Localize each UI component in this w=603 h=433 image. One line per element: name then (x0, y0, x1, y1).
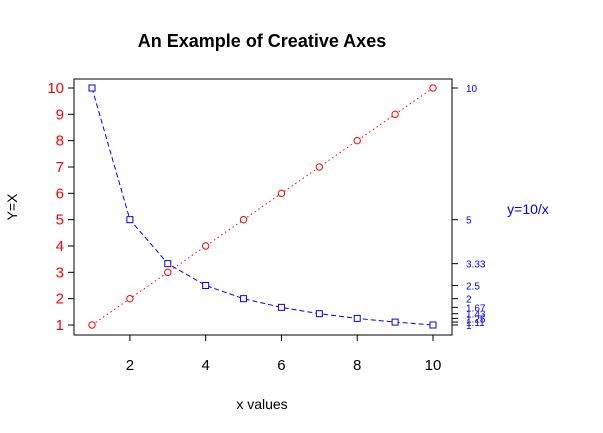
series-2-line (91, 87, 434, 326)
series-2-point (202, 282, 210, 289)
x-axis-label: x values (236, 396, 287, 412)
series-2-point (429, 321, 437, 329)
right-tick-label: 1 (466, 321, 472, 332)
series-1-line (91, 87, 434, 326)
series-1-point (391, 110, 399, 119)
x-tick-label: 2 (126, 357, 134, 374)
right-tick-label: 2 (466, 295, 472, 306)
x-tick-label: 4 (201, 357, 209, 374)
series-1-point (239, 215, 248, 224)
series-1-point (277, 189, 286, 198)
series-1-point (353, 136, 361, 145)
right-axis-label: y=10/x (507, 201, 549, 217)
x-tick-label: 6 (277, 357, 285, 374)
series-1-point (315, 163, 324, 171)
series-2-point (164, 260, 172, 268)
series-1-point (164, 268, 172, 277)
series-2-point (88, 84, 96, 92)
series-1-point (88, 321, 96, 329)
series-2-point (315, 310, 323, 318)
x-tick-label: 8 (353, 357, 361, 374)
y-axis-label: Y=X (4, 193, 20, 221)
left-tick-label: 8 (56, 133, 64, 150)
left-tick-label: 2 (56, 291, 64, 308)
right-tick-label: 3.33 (466, 260, 486, 271)
series-1-point (429, 84, 437, 92)
left-y-axis: 1 2 3 4 5 6 7 8 9 10 (47, 80, 74, 334)
left-tick-label: 10 (47, 80, 64, 97)
left-tick-label: 6 (56, 185, 64, 202)
right-tick-label: 2.5 (466, 282, 480, 293)
series-2-point (391, 318, 399, 326)
right-tick-label: 1.11 (466, 318, 485, 329)
right-tick-label: 10 (466, 84, 478, 95)
left-tick-label: 3 (56, 264, 64, 281)
chart-title: An Example of Creative Axes (138, 31, 386, 51)
left-tick-label: 4 (56, 238, 64, 255)
series-2-point (126, 216, 134, 224)
series-group (88, 84, 437, 329)
left-tick-label: 1 (56, 317, 64, 334)
right-tick-label: 1.67 (466, 303, 486, 314)
series-1-point (126, 294, 134, 303)
left-tick-label: 7 (56, 159, 64, 176)
series-2-point (277, 303, 285, 311)
x-axis: 2 4 6 8 10 (126, 335, 442, 374)
left-tick-label: 9 (56, 106, 64, 123)
right-tick-label: 5 (466, 216, 472, 227)
plot-frame (73, 78, 453, 336)
series-2-point (353, 314, 361, 322)
right-tick-label: 1.25 (466, 314, 486, 325)
right-y-axis: 10 5 3.33 2.5 21.671.431.251.111 (452, 84, 486, 332)
right-tick-label: 1.43 (466, 310, 486, 321)
x-tick-label: 10 (425, 357, 442, 374)
series-2-point (240, 295, 248, 303)
left-tick-label: 5 (56, 212, 64, 229)
series-1-point (201, 242, 210, 250)
